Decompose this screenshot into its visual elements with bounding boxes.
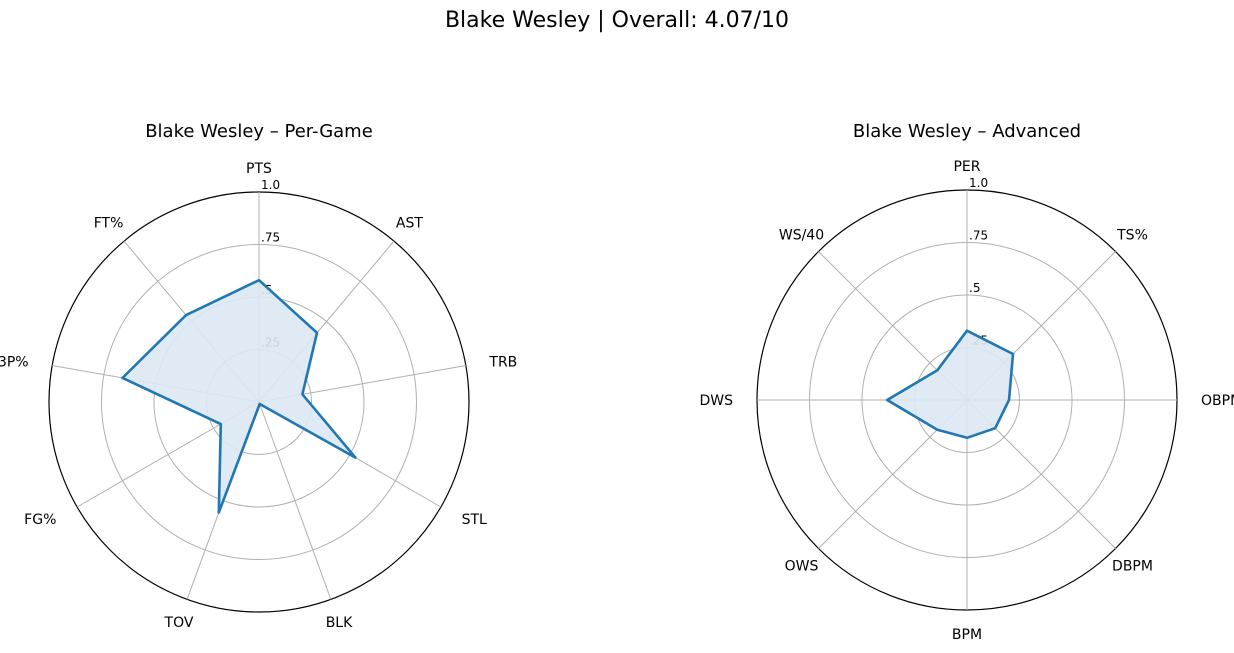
advanced-axis-label-ows: OWS xyxy=(785,559,819,575)
advanced-r-tick-label: 1.0 xyxy=(969,176,988,190)
per-game-area xyxy=(122,280,356,513)
per-game-axis-label-fg: FG% xyxy=(24,512,56,528)
per-game-axis-label-3p: 3P% xyxy=(0,354,29,370)
advanced-title: Blake Wesley – Advanced xyxy=(853,121,1081,142)
per-game-axis-label-stl: STL xyxy=(462,512,487,528)
advanced-radar: Blake Wesley – Advanced.25.5.751.0PERTS%… xyxy=(699,121,1234,643)
per-game-title: Blake Wesley – Per-Game xyxy=(145,121,373,142)
advanced-axis-label-per: PER xyxy=(953,159,980,175)
per-game-series-line xyxy=(121,278,357,514)
advanced-axis-label-ts: TS% xyxy=(1116,228,1148,244)
per-game-r-tick-label: 1.0 xyxy=(261,178,280,192)
per-game-axis-label-pts: PTS xyxy=(246,161,272,177)
advanced-r-tick-label: .75 xyxy=(969,229,988,243)
advanced-area xyxy=(887,330,1013,438)
advanced-axis-label-dbpm: DBPM xyxy=(1112,559,1153,575)
advanced-axis-label-ws40: WS/40 xyxy=(779,228,824,244)
per-game-axis-label-trb: TRB xyxy=(488,354,517,370)
per-game-axis-label-tov: TOV xyxy=(164,615,194,631)
per-game-axis-label-ft: FT% xyxy=(94,216,124,232)
advanced-r-tick-label: .5 xyxy=(969,281,980,295)
per-game-radar: Blake Wesley – Per-Game.25.5.751.0PTSAST… xyxy=(0,121,517,631)
per-game-axis-label-blk: BLK xyxy=(326,615,353,631)
advanced-series-line xyxy=(885,329,1015,440)
advanced-axis-label-obpm: OBPM xyxy=(1201,393,1234,409)
per-game-axis-label-ast: AST xyxy=(396,216,423,232)
advanced-axis-label-dws: DWS xyxy=(699,393,733,409)
figure-title: Blake Wesley | Overall: 4.07/10 xyxy=(444,8,790,33)
per-game-r-tick-label: .75 xyxy=(261,231,280,245)
advanced-axis-label-bpm: BPM xyxy=(952,627,982,643)
per-game-spoke xyxy=(258,401,332,600)
